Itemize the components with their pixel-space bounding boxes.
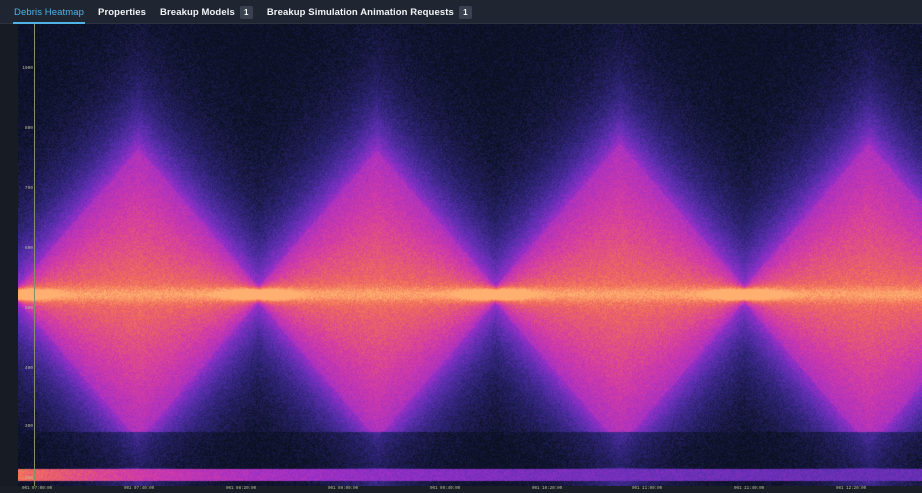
y-tick-label: 700 bbox=[24, 186, 33, 191]
x-tick-label: 001 11:00:00 bbox=[632, 487, 663, 491]
y-tick-label: 1000 bbox=[22, 66, 33, 71]
debris-heatmap-plot[interactable] bbox=[18, 24, 922, 486]
x-tick-label: 001 07:00:00 bbox=[22, 487, 53, 491]
x-tick-label: 001 12:20:00 bbox=[836, 487, 867, 491]
tab-label: Debris Heatmap bbox=[14, 6, 85, 18]
y-tick-label: 200 bbox=[24, 476, 33, 481]
tab-bar: Debris Heatmap Properties Breakup Models… bbox=[0, 0, 922, 24]
tab-label: Properties bbox=[98, 6, 147, 18]
y-axis-line bbox=[34, 24, 35, 486]
y-tick-label: 600 bbox=[24, 246, 33, 251]
x-tick-label: 001 11:40:00 bbox=[734, 487, 765, 491]
x-tick-label: 001 09:00:00 bbox=[328, 487, 359, 491]
y-tick-label: 400 bbox=[24, 366, 33, 371]
y-tick-label: 500 bbox=[24, 306, 33, 311]
count-badge: 1 bbox=[458, 5, 472, 19]
tabs: Debris Heatmap Properties Breakup Models… bbox=[8, 0, 480, 24]
tab-properties[interactable]: Properties bbox=[92, 0, 152, 24]
y-tick-label: 800 bbox=[24, 126, 33, 131]
tab-label: Breakup Simulation Animation Requests bbox=[266, 6, 454, 18]
tab-debris-heatmap[interactable]: Debris Heatmap bbox=[8, 0, 90, 24]
count-badge: 1 bbox=[239, 5, 253, 19]
tab-breakup-simulation-animation-requests[interactable]: Breakup Simulation Animation Requests 1 bbox=[261, 0, 478, 24]
tab-breakup-models[interactable]: Breakup Models 1 bbox=[154, 0, 259, 24]
x-tick-label: 001 07:40:00 bbox=[124, 487, 155, 491]
x-tick-label: 001 08:20:00 bbox=[226, 487, 257, 491]
x-axis: 001 07:00:00 001 07:40:00 001 08:20:00 0… bbox=[0, 486, 922, 493]
y-axis: 1000 800 700 600 500 400 300 200 bbox=[0, 24, 36, 486]
tab-label: Breakup Models bbox=[160, 6, 235, 18]
heatmap-canvas[interactable] bbox=[18, 24, 922, 486]
y-tick-label: 300 bbox=[24, 424, 33, 429]
x-tick-label: 001 10:20:00 bbox=[532, 487, 563, 491]
x-tick-label: 001 09:40:00 bbox=[430, 487, 461, 491]
